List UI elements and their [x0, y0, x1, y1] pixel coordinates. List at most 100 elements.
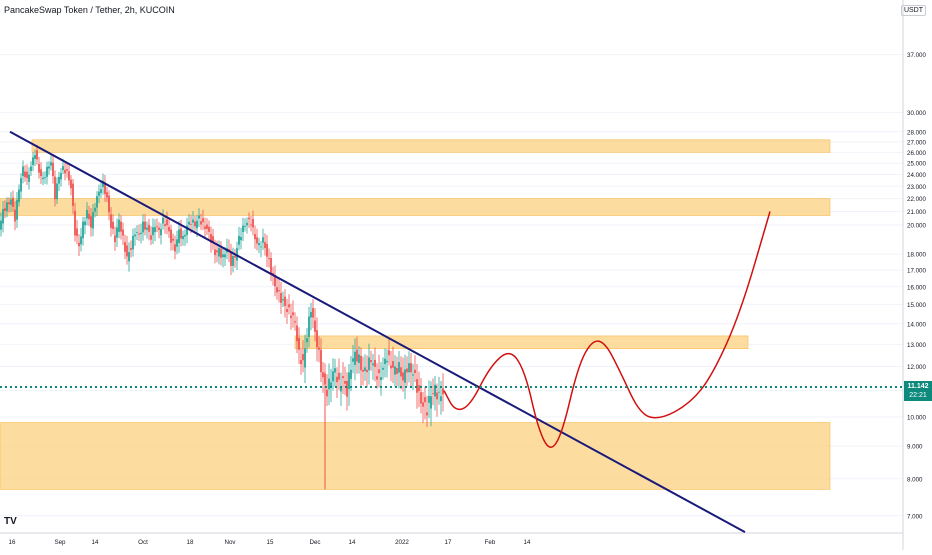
candle-body: [264, 242, 266, 249]
candle-body: [430, 396, 432, 409]
candle-body: [174, 244, 176, 252]
candle-body: [282, 299, 284, 301]
candle-body: [210, 233, 212, 243]
candle-body: [56, 183, 58, 200]
support-resistance-zone[interactable]: [294, 335, 749, 349]
x-tick-label: Sep: [54, 539, 66, 546]
candle-body: [256, 237, 258, 244]
currency-badge[interactable]: USDT: [900, 5, 926, 16]
y-tick-label: 7.000: [907, 513, 923, 520]
candle-body: [208, 226, 210, 232]
trendline[interactable]: [9, 130, 746, 533]
price-projection-curve[interactable]: [443, 211, 771, 448]
candle-body: [22, 166, 24, 177]
y-tick-label: 23.000: [907, 184, 926, 191]
candle-body: [384, 358, 386, 365]
candle-body: [312, 308, 314, 318]
candle-body: [190, 223, 192, 225]
candle-body: [136, 232, 138, 233]
candle-body: [18, 189, 20, 203]
candle-body: [148, 224, 150, 232]
candle-body: [340, 387, 342, 392]
candle-body: [288, 304, 290, 308]
candle-body: [102, 180, 104, 188]
candle-body: [146, 227, 148, 230]
candle-body: [120, 221, 122, 232]
y-tick-label: 10.000: [907, 415, 926, 422]
candle-body: [338, 372, 340, 380]
candle-body: [368, 357, 370, 371]
candle-body: [10, 199, 12, 205]
candle-body: [366, 369, 368, 373]
candle-body: [224, 254, 226, 258]
x-tick-label: 14: [524, 539, 531, 546]
support-resistance-zone[interactable]: [0, 422, 831, 490]
candle-body: [116, 227, 118, 238]
candle-body: [374, 359, 376, 367]
candle-body: [250, 224, 252, 226]
candle-body: [242, 225, 244, 233]
support-resistance-zone[interactable]: [31, 139, 831, 153]
candle-body: [394, 366, 396, 375]
candle-body: [272, 272, 274, 275]
candle-body: [248, 217, 250, 220]
candle-body: [70, 179, 72, 189]
candle-body: [92, 212, 94, 229]
candle-body: [164, 224, 166, 226]
candle-body: [440, 396, 442, 402]
candle-body: [170, 229, 172, 243]
x-tick-label: Dec: [309, 539, 320, 546]
candle-body: [428, 396, 430, 403]
y-tick-label: 18.000: [907, 252, 926, 259]
candle-body: [332, 371, 334, 382]
candle-body: [350, 369, 352, 379]
candle-body: [160, 228, 162, 236]
candle-body: [158, 227, 160, 230]
candle-body: [106, 192, 108, 198]
candle-body: [304, 348, 306, 368]
x-tick-label: Nov: [224, 539, 236, 546]
candle-body: [166, 219, 168, 226]
candle-body: [388, 350, 390, 356]
candle-body: [214, 249, 216, 256]
candle-body: [114, 235, 116, 243]
candle-body: [42, 177, 44, 180]
candle-body: [212, 236, 214, 243]
candle-body: [308, 316, 310, 337]
candle-body: [104, 182, 106, 195]
y-tick-label: 24.000: [907, 172, 926, 179]
candle-body: [184, 234, 186, 237]
candle-body: [260, 246, 262, 248]
candle-body: [202, 218, 204, 223]
candle-body: [28, 174, 30, 182]
y-tick-label: 30.000: [907, 110, 926, 117]
candle-body: [186, 225, 188, 236]
support-resistance-zone[interactable]: [0, 198, 831, 216]
candle-body: [402, 372, 404, 381]
candle-body: [434, 384, 436, 397]
candle-body: [334, 368, 336, 373]
candle-body: [292, 312, 294, 316]
candle-body: [310, 312, 312, 318]
candle-body: [30, 166, 32, 171]
candle-body: [232, 255, 234, 266]
candle-body: [98, 191, 100, 196]
candle-body: [306, 338, 308, 343]
candle-body: [364, 367, 366, 371]
candle-body: [320, 349, 322, 373]
candle-body: [392, 361, 394, 368]
candle-body: [400, 367, 402, 377]
x-tick-label: 18: [187, 539, 194, 546]
candle-body: [314, 320, 316, 332]
candle-body: [358, 354, 360, 364]
candle-body: [16, 199, 18, 220]
candle-body: [424, 397, 426, 403]
candle-body: [258, 243, 260, 246]
y-tick-label: 20.000: [907, 223, 926, 230]
candle-body: [398, 361, 400, 373]
candle-body: [218, 247, 220, 257]
candle-body: [238, 235, 240, 245]
last-price-time: 22:21: [909, 392, 927, 400]
